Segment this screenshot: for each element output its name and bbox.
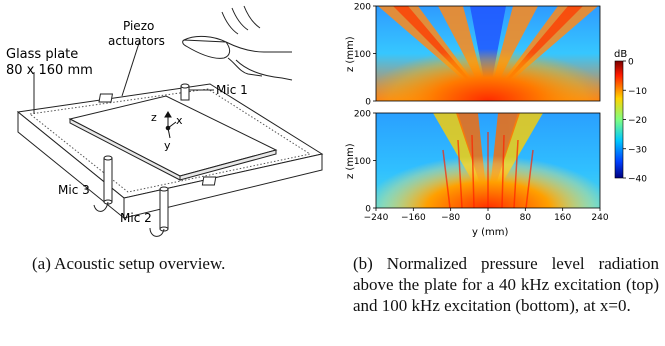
- bottom-y-ticks: 0 100 200: [354, 110, 376, 215]
- colorbar-tick-label: −10: [628, 87, 647, 97]
- axis-triad: [164, 111, 177, 139]
- colorbar-tick-label: −30: [628, 145, 647, 155]
- mic-2-cable: [149, 227, 165, 237]
- colorbar-tick-label: −20: [628, 116, 647, 126]
- piezo-label-2: actuators: [108, 34, 165, 48]
- top-y-ticks: 0 100 200: [354, 3, 376, 108]
- x-tick-label: 160: [554, 213, 571, 223]
- colorbar-label: dB: [614, 49, 627, 60]
- mic-1: [180, 83, 190, 101]
- y-tick-label: 0: [365, 205, 371, 215]
- y-tick-label: 200: [354, 3, 371, 13]
- acoustic-setup-diagram: z x y Piezo actuators Glass plate 80 x 1…: [6, 5, 324, 237]
- mic-3-cable: [93, 201, 109, 212]
- glass-label-1: Glass plate: [6, 47, 78, 62]
- bottom-x-ticks: −240 −160 −80 0 80 160 240: [364, 208, 609, 223]
- x-tick-label: −240: [364, 213, 389, 223]
- pressure-heatmaps: z (mm) z (mm) y (mm) 0 100 200 0 100 200 −24…: [345, 3, 647, 239]
- y-tick-label: 200: [354, 110, 371, 120]
- mic1-label: Mic 1: [216, 83, 248, 97]
- x-tick-label: 80: [520, 213, 532, 223]
- colorbar-tick-label: 0: [628, 58, 634, 68]
- hand-sketch: [182, 5, 293, 81]
- axis-z-label: z: [151, 111, 157, 124]
- colorbar: dB 0 −10 −20 −30 −40: [614, 49, 647, 185]
- piezo-actuator-2: [201, 176, 217, 186]
- caption-a: (a) Acoustic setup overview.: [32, 254, 226, 273]
- x-tick-label: 240: [591, 213, 608, 223]
- mic-2: [159, 186, 169, 232]
- bottom-xlabel: y (mm): [472, 227, 508, 238]
- piezo-actuator-1: [98, 93, 114, 103]
- colorbar-tick-label: −40: [628, 175, 647, 185]
- x-tick-label: −80: [441, 213, 460, 223]
- piezo-label-1: Piezo: [123, 19, 154, 33]
- axis-y-label: y: [164, 139, 171, 152]
- mic2-label: Mic 2: [120, 211, 152, 225]
- mic-3: [103, 155, 113, 205]
- caption-b: (b) Normalized pressure level radiation …: [353, 254, 659, 315]
- axis-x-label: x: [176, 114, 183, 127]
- x-tick-label: −160: [401, 213, 426, 223]
- top-ylabel: z (mm): [345, 36, 356, 72]
- y-tick-label: 0: [365, 98, 371, 108]
- heatmap-40khz: [376, 6, 600, 101]
- piezo-plate: [68, 93, 278, 186]
- y-tick-label: 100: [354, 50, 371, 60]
- x-tick-label: 0: [485, 213, 491, 223]
- y-tick-label: 100: [354, 157, 371, 167]
- piezo-leader: [121, 39, 141, 97]
- mic3-label: Mic 3: [58, 183, 90, 197]
- bottom-ylabel: z (mm): [345, 143, 356, 179]
- heatmap-100khz: [376, 113, 600, 208]
- glass-label-2: 80 x 160 mm: [6, 63, 93, 78]
- colorbar-gradient: [614, 60, 624, 179]
- colorbar-ticks: 0 −10 −20 −30 −40: [623, 58, 647, 185]
